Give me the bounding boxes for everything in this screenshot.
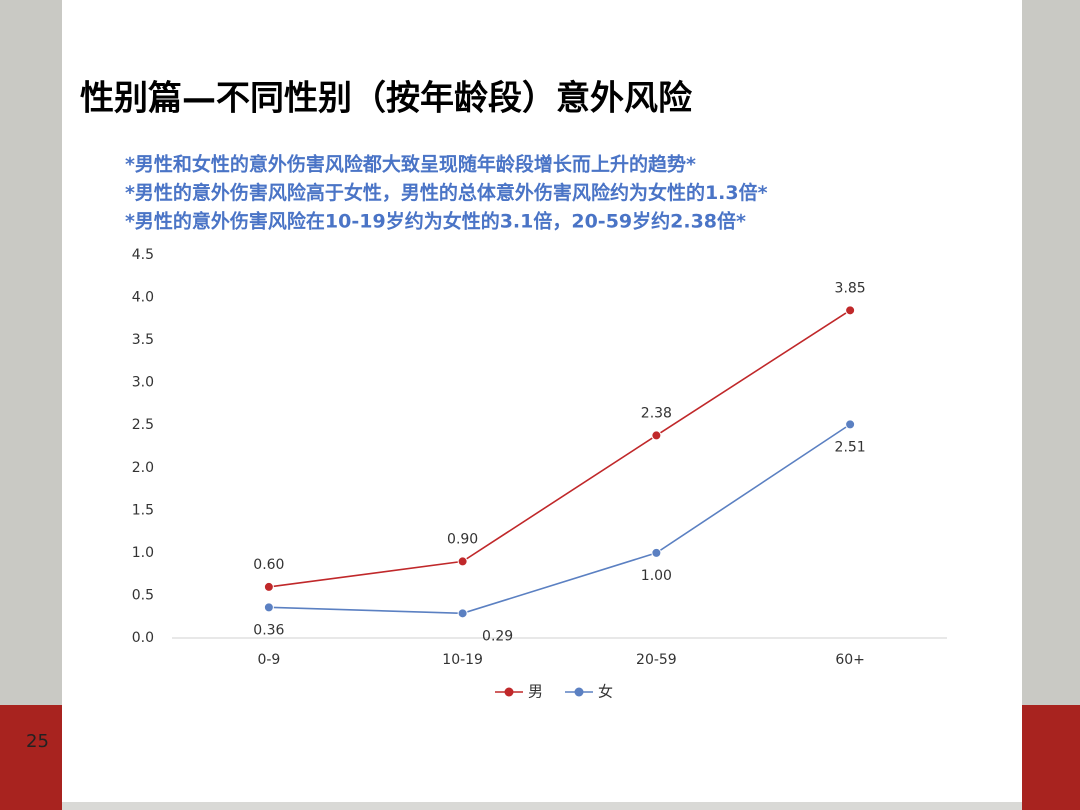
legend-label: 女 bbox=[598, 683, 613, 701]
right-border bbox=[1022, 0, 1080, 810]
note: *男性的意外伤害风险在10-19岁约为女性的3.1倍，20-59岁约2.38倍* bbox=[125, 210, 746, 233]
data-point bbox=[457, 608, 468, 619]
y-tick-label: 4.5 bbox=[132, 247, 154, 263]
x-tick-label: 60+ bbox=[835, 652, 865, 668]
y-tick-label: 2.0 bbox=[132, 460, 154, 476]
data-point bbox=[845, 305, 856, 316]
right-red-corner bbox=[1022, 705, 1080, 810]
data-point bbox=[457, 556, 468, 567]
x-tick-label: 10-19 bbox=[442, 652, 483, 668]
data-label: 0.36 bbox=[253, 622, 284, 638]
left-border bbox=[0, 0, 62, 810]
content-panel bbox=[62, 0, 1022, 802]
left-red-corner bbox=[0, 705, 62, 810]
y-tick-label: 4.0 bbox=[132, 290, 154, 306]
y-tick-label: 3.0 bbox=[132, 375, 154, 391]
x-tick-label: 20-59 bbox=[636, 652, 677, 668]
data-point bbox=[263, 581, 274, 592]
x-tick-label: 0-9 bbox=[257, 652, 280, 668]
data-label: 0.29 bbox=[482, 628, 513, 644]
series-line bbox=[268, 423, 851, 615]
page-number: 25 bbox=[26, 731, 49, 752]
data-label: 0.60 bbox=[253, 557, 284, 573]
slide-title: 性别篇—不同性别（按年龄段）意外风险 bbox=[80, 79, 693, 119]
data-point bbox=[651, 547, 662, 558]
legend-label: 男 bbox=[528, 683, 543, 701]
data-point bbox=[263, 602, 274, 613]
data-point bbox=[845, 419, 856, 430]
y-tick-label: 1.0 bbox=[132, 545, 154, 561]
data-label: 2.38 bbox=[641, 405, 672, 421]
data-label: 0.90 bbox=[447, 531, 478, 547]
legend-marker bbox=[504, 687, 514, 697]
data-point bbox=[651, 430, 662, 441]
series-line bbox=[268, 309, 851, 588]
y-tick-label: 1.5 bbox=[132, 502, 154, 518]
y-tick-label: 3.5 bbox=[132, 332, 154, 348]
note: *男性的意外伤害风险高于女性，男性的总体意外伤害风险约为女性的1.3倍* bbox=[125, 181, 768, 204]
data-label: 1.00 bbox=[641, 568, 672, 584]
y-tick-label: 0.0 bbox=[132, 630, 154, 646]
y-tick-label: 0.5 bbox=[132, 587, 154, 603]
note: *男性和女性的意外伤害风险都大致呈现随年龄段增长而上升的趋势* bbox=[125, 153, 696, 176]
data-label: 2.51 bbox=[835, 439, 866, 455]
data-label: 3.85 bbox=[835, 280, 866, 296]
y-tick-label: 2.5 bbox=[132, 417, 154, 433]
legend-marker bbox=[574, 687, 584, 697]
